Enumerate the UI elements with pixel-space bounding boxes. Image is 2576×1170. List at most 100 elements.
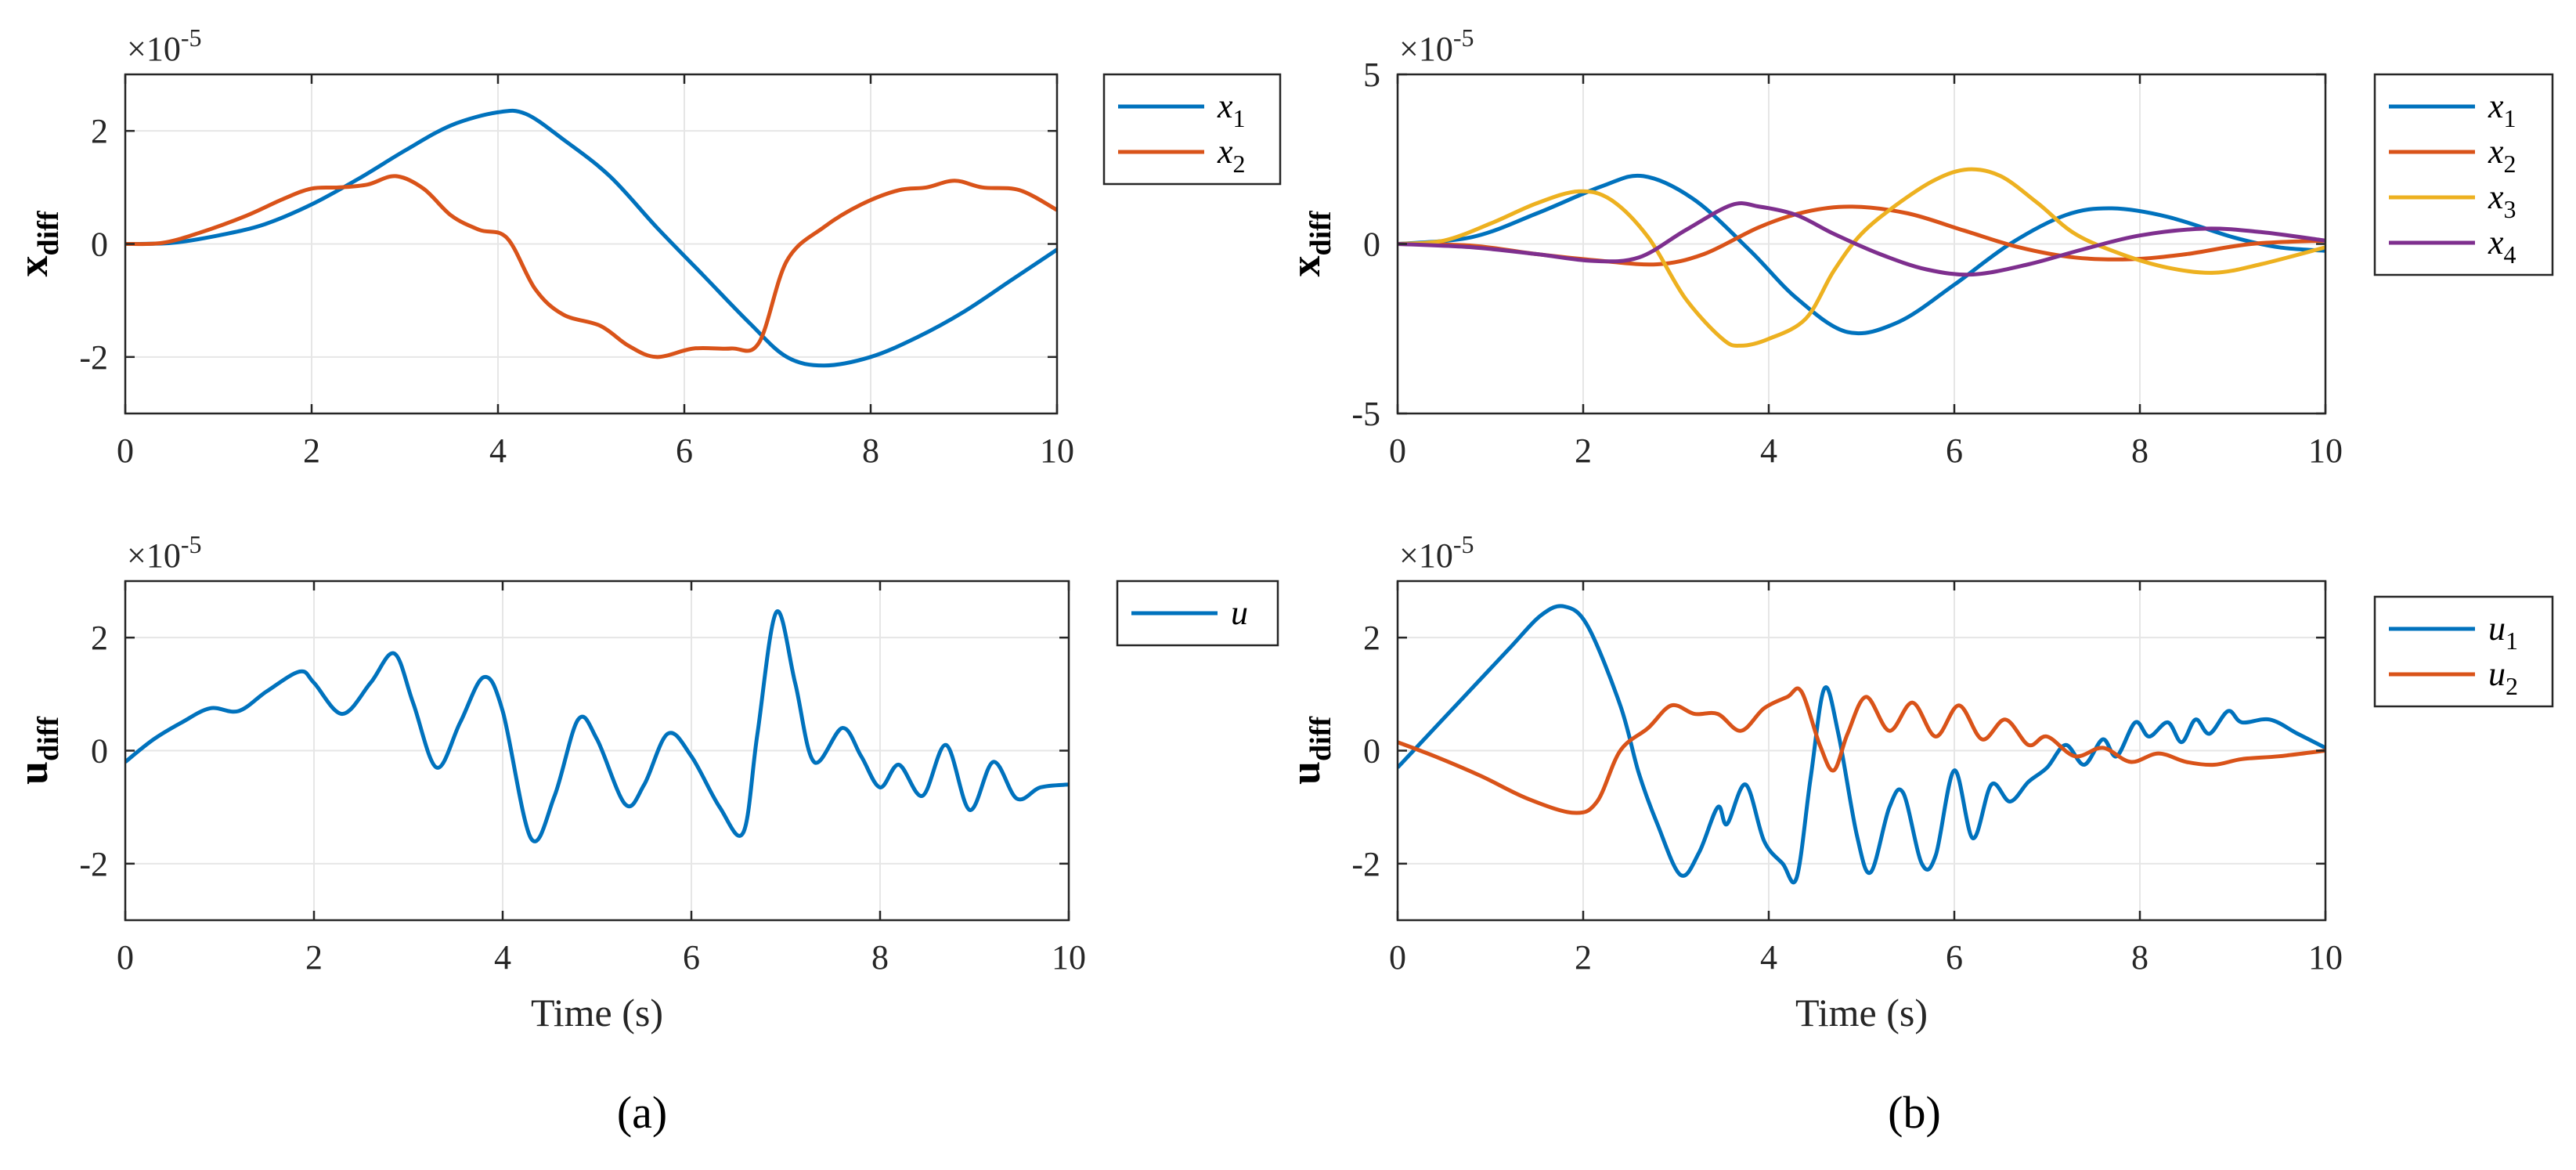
legend-box (1102, 73, 1282, 186)
x-tick-label: 2 (1575, 432, 1592, 470)
x-tick-label: 10 (1040, 432, 1074, 470)
legend-entry-x1: x1 (2488, 87, 2516, 132)
y-axis-label-main: u (9, 761, 56, 785)
x-tick-label: 8 (862, 432, 879, 470)
axis-exponent: ×10-5 (127, 23, 201, 68)
legend-entry-x1: x1 (1217, 87, 1246, 132)
x-axis-label: Time (s) (531, 991, 663, 1035)
x-tick-label: 2 (303, 432, 320, 470)
legend-entry-name: u (1231, 594, 1248, 632)
x-tick-label: 10 (2308, 938, 2343, 977)
x-tick-label: 8 (871, 938, 889, 977)
axis-exponent-base: ×10 (127, 536, 181, 575)
x-tick-label: 6 (683, 938, 700, 977)
x-tick-label: 10 (2308, 432, 2343, 470)
x-tick-label: 0 (117, 938, 134, 977)
axis-exponent-power: -5 (1453, 530, 1474, 558)
y-tick-label: 2 (91, 112, 108, 150)
axis-exponent-base: ×10 (1399, 30, 1453, 68)
legend-entry-name: x (2488, 87, 2504, 125)
x-tick-label: 0 (117, 432, 134, 470)
y-axis-label: udiff (1282, 716, 1337, 785)
legend: u (1116, 580, 1279, 647)
series-line-x4 (1398, 201, 2325, 277)
x-tick-label: 6 (676, 432, 693, 470)
y-axis-label-main: x (1282, 256, 1329, 277)
legend-box (2373, 73, 2554, 276)
legend-box (2373, 595, 2554, 708)
legend-entry-name: x (1217, 132, 1233, 171)
axis-exponent-base: ×10 (127, 30, 181, 68)
x-tick-label: 6 (1946, 432, 1963, 470)
y-axis-label-sub: diff (1304, 210, 1337, 255)
legend-entry-u1: u1 (2488, 609, 2518, 655)
x-tick-label: 4 (489, 432, 507, 470)
series-line-u1 (1398, 604, 2325, 885)
legend-entry-sub: 1 (2504, 104, 2516, 132)
x-tick-label: 0 (1389, 432, 1406, 470)
x-tick-label: 8 (2131, 938, 2148, 977)
legend-entry-name: x (2488, 178, 2504, 216)
series-line-u (125, 609, 1069, 843)
y-tick-label: 0 (1363, 732, 1380, 771)
legend-entry-x2: x2 (1217, 132, 1246, 178)
legend-entry-sub: 1 (1233, 104, 1246, 132)
y-tick-label: 0 (91, 732, 108, 771)
y-axis-label-sub: diff (32, 210, 65, 255)
series-line-x1 (125, 108, 1057, 368)
legend-entry-name: x (1217, 87, 1233, 125)
x-axis-label: Time (s) (1795, 991, 1928, 1035)
axis-exponent: ×10-5 (127, 530, 201, 575)
y-axis-label-sub: diff (1304, 716, 1337, 761)
y-tick-label: -2 (79, 338, 108, 377)
legend-entry-sub: 2 (1233, 150, 1246, 178)
caption-a: (a) (617, 1087, 667, 1138)
y-axis-label: xdiff (9, 210, 65, 276)
caption-b: (b) (1888, 1087, 1941, 1138)
x-tick-label: 4 (494, 938, 511, 977)
y-axis-label-sub: diff (32, 716, 65, 761)
legend-entry-sub: 3 (2504, 195, 2516, 223)
series-line-x3 (1398, 167, 2325, 348)
x-tick-label: 8 (2131, 432, 2148, 470)
y-tick-label: -2 (79, 845, 108, 883)
legend-entry-u: u (1231, 594, 1248, 632)
legend-entry-name: x (2488, 223, 2504, 262)
legend-entry-name: x (2488, 132, 2504, 171)
legend-entry-sub: 4 (2504, 240, 2516, 269)
axis-exponent: ×10-5 (1399, 23, 1474, 68)
x-tick-label: 6 (1946, 938, 1963, 977)
legend-entry-x3: x3 (2488, 178, 2516, 223)
x-tick-label: 4 (1760, 938, 1777, 977)
axis-exponent: ×10-5 (1399, 530, 1474, 575)
axis-exponent-base: ×10 (1399, 536, 1453, 575)
y-tick-label: -2 (1351, 845, 1380, 883)
y-axis-label-main: x (9, 256, 56, 277)
series-line-x1 (1398, 173, 2325, 336)
x-tick-label: 0 (1389, 938, 1406, 977)
y-tick-label: 0 (91, 226, 108, 264)
y-tick-label: -5 (1351, 395, 1380, 433)
x-tick-label: 4 (1760, 432, 1777, 470)
x-tick-label: 10 (1052, 938, 1086, 977)
y-tick-label: 0 (1363, 226, 1380, 264)
y-tick-label: 2 (91, 619, 108, 657)
axis-exponent-power: -5 (1453, 23, 1474, 52)
axis-exponent-power: -5 (181, 530, 202, 558)
y-axis-label: xdiff (1282, 210, 1337, 276)
legend-entry-x4: x4 (2488, 223, 2516, 269)
legend-entry-name: u (2488, 655, 2506, 693)
legend-entry-x2: x2 (2488, 132, 2516, 178)
x-tick-label: 2 (1575, 938, 1592, 977)
legend-entry-sub: 1 (2506, 627, 2518, 655)
axis-exponent-power: -5 (181, 23, 202, 52)
legend-entry-name: u (2488, 609, 2506, 648)
series-line-x2 (125, 174, 1057, 359)
